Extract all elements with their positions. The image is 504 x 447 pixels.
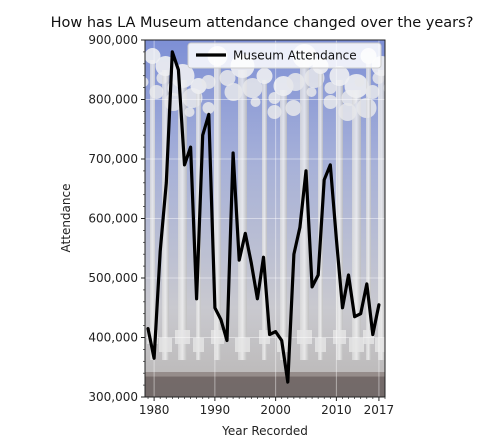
data-point (189, 145, 192, 149)
x-tick-label: 2017 (364, 403, 395, 417)
data-point (347, 273, 350, 277)
data-point (219, 318, 223, 321)
x-tick-label: 2000 (260, 403, 291, 417)
y-tick-label: 400,000 (88, 331, 138, 345)
x-tick-label: 1990 (200, 403, 231, 417)
data-point (244, 232, 247, 235)
chart-title: How has LA Museum attendance changed ove… (51, 15, 474, 31)
data-point (341, 306, 344, 309)
data-point (268, 333, 271, 336)
data-point (359, 312, 362, 315)
data-point (274, 330, 277, 333)
legend-box (187, 42, 382, 69)
y-tick-label: 500,000 (88, 271, 138, 285)
data-point (353, 315, 356, 318)
data-point (165, 181, 168, 184)
y-axis: 300,000 400,000 500,000 600,000 700,000 800,0… (88, 33, 145, 404)
data-point (171, 50, 174, 54)
y-tick-label: 800,000 (88, 93, 138, 107)
data-point (280, 339, 283, 342)
x-tick-label: 2010 (321, 403, 352, 417)
data-point (298, 226, 302, 229)
data-point (237, 258, 241, 262)
x-axis: 1980 1990 2000 2010 2017 (139, 397, 394, 417)
x-tick-label: 1980 (139, 403, 170, 417)
data-point (304, 169, 308, 173)
data-point (177, 68, 180, 71)
data-point (329, 163, 332, 167)
y-tick-label: 300,000 (88, 390, 138, 404)
data-point (213, 306, 217, 309)
data-point (250, 261, 253, 265)
y-tick-label: 900,000 (88, 33, 138, 47)
data-point (365, 282, 368, 286)
data-point (256, 297, 259, 301)
legend: Museum Attendance (187, 42, 382, 69)
data-point (310, 285, 314, 289)
data-point (292, 253, 296, 256)
y-tick-label: 600,000 (88, 212, 138, 226)
data-point (323, 178, 326, 182)
data-point (335, 238, 338, 241)
data-point (225, 339, 229, 342)
data-point (207, 113, 210, 116)
data-point (231, 151, 235, 155)
data-point (371, 333, 375, 336)
y-tick-label: 700,000 (88, 152, 138, 166)
data-point (195, 297, 198, 301)
x-axis-label: Year Recorded (221, 424, 308, 438)
data-point (316, 273, 320, 277)
data-point (201, 134, 204, 137)
data-point (262, 255, 265, 259)
data-point (377, 303, 381, 306)
data-point (146, 327, 150, 330)
data-point (158, 250, 162, 253)
y-axis-label: Attendance (59, 184, 73, 253)
legend-label: Museum Attendance (233, 49, 357, 63)
data-point (286, 380, 289, 384)
data-point (183, 163, 186, 167)
data-point (152, 357, 156, 360)
data-points (146, 50, 381, 384)
